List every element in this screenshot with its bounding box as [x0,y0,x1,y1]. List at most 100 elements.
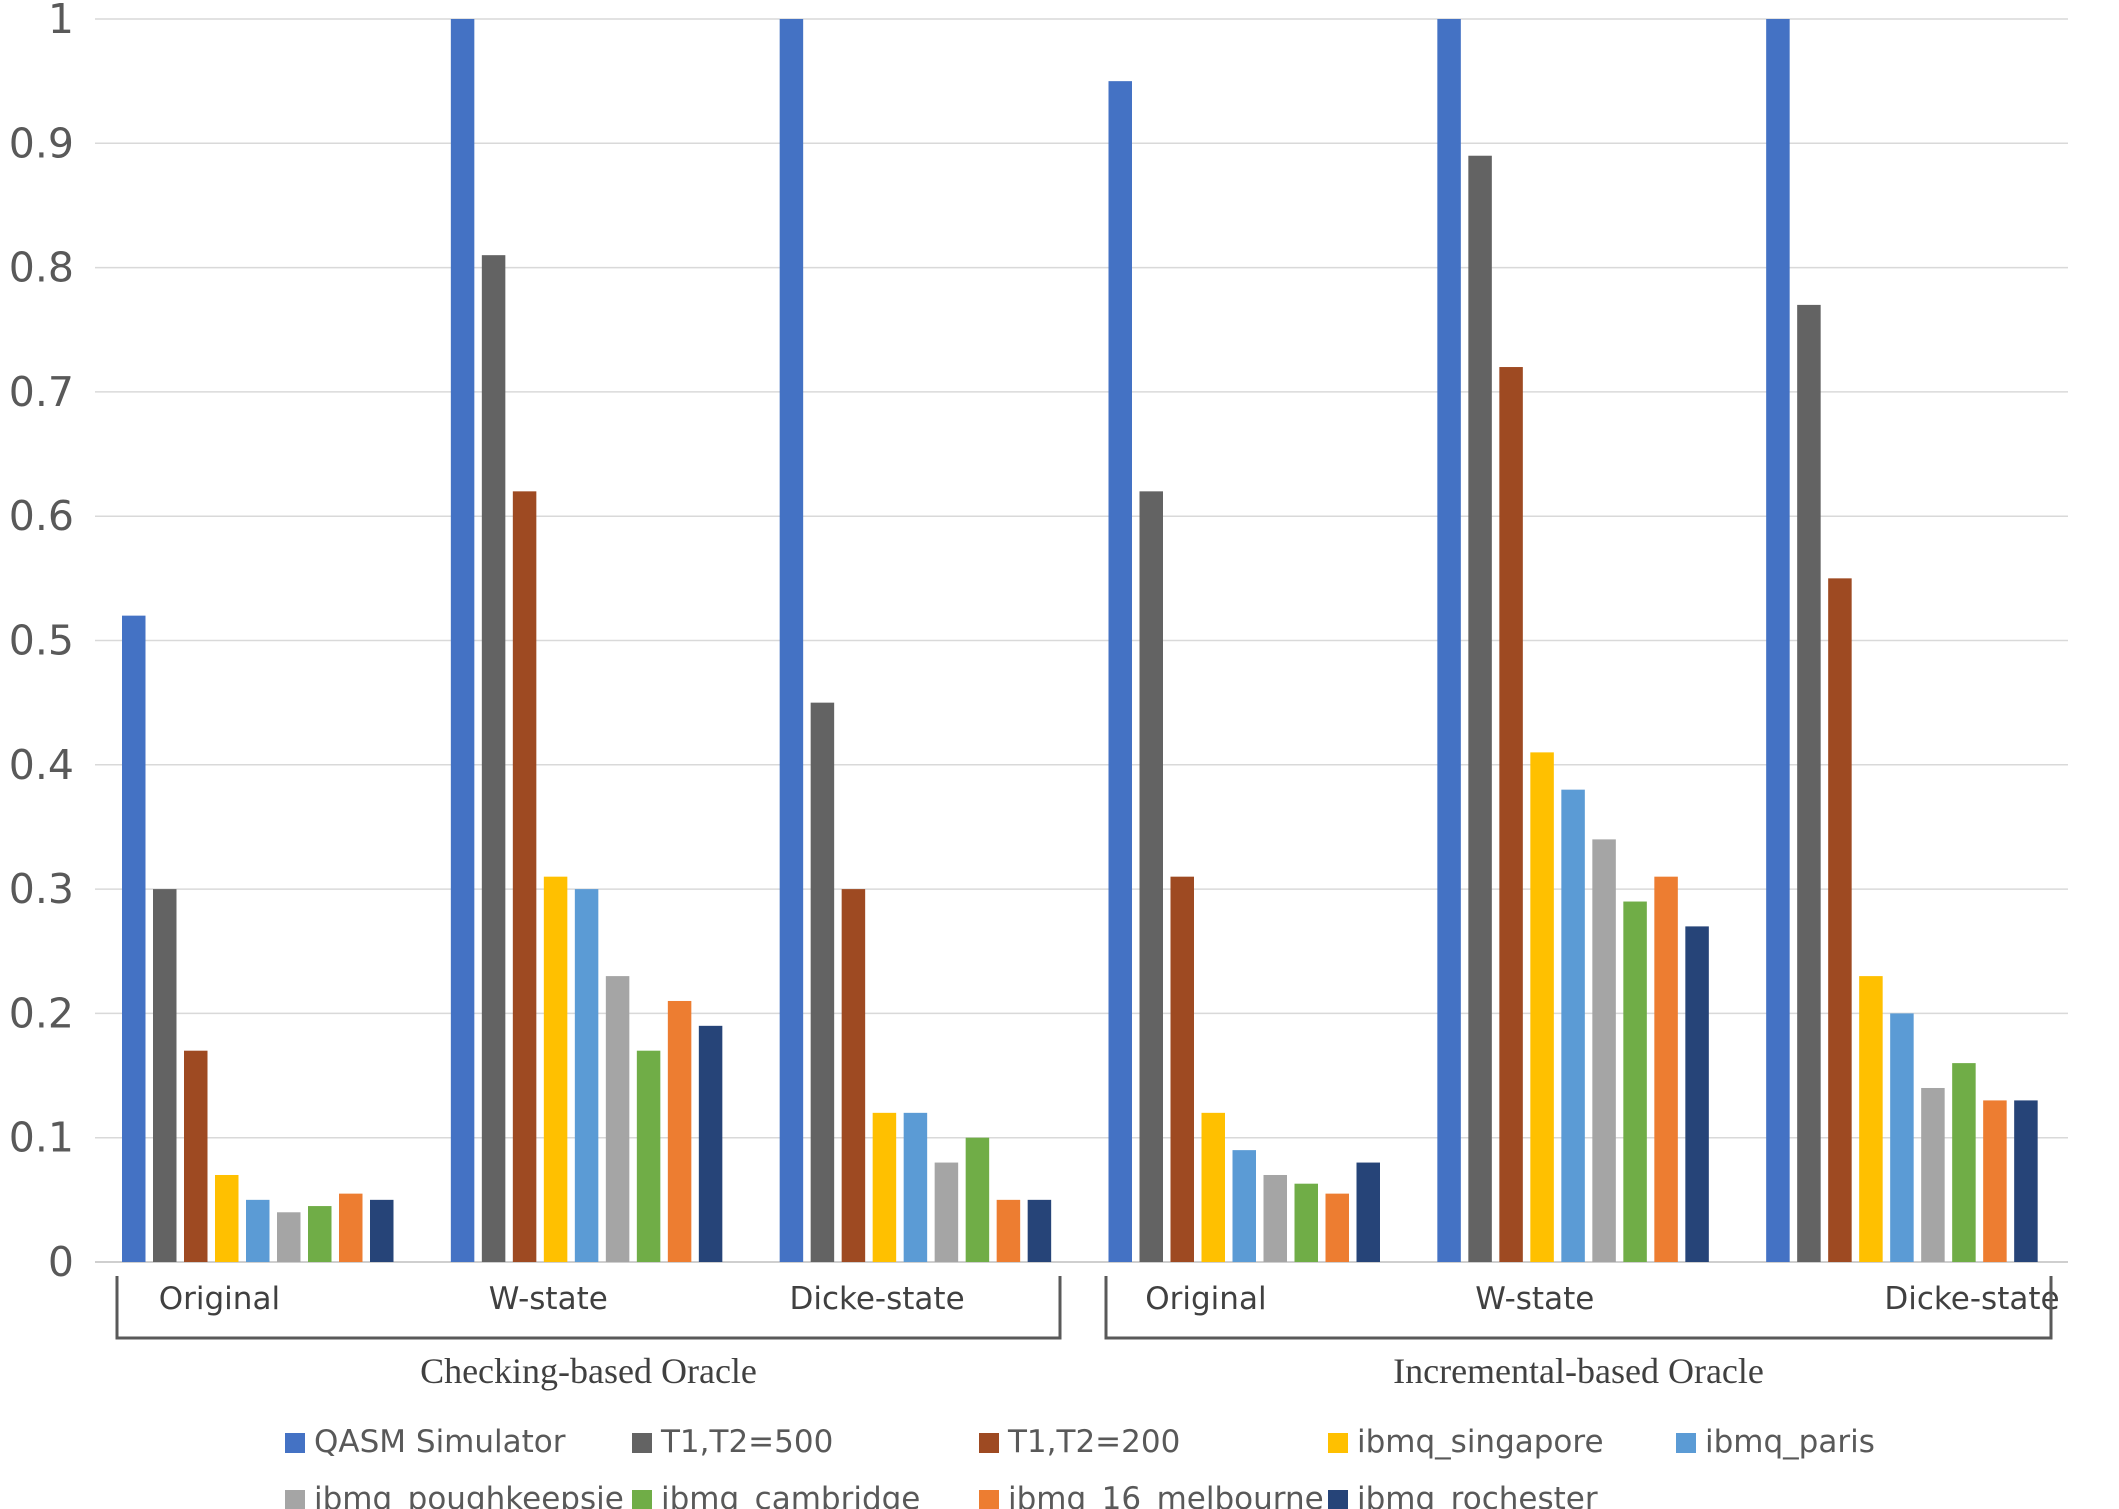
group-bracket [115,1276,1062,1340]
group-label: Checking-based Oracle [420,1351,757,1391]
legend-swatch [632,1490,652,1509]
bar-ibmq-rochester [2014,1100,2038,1262]
legend-swatch [1328,1433,1348,1453]
bar-t1-t2-500 [1797,304,1821,1262]
y-tick-label: 0.7 [9,368,74,416]
bar-t1-t2-500 [1468,155,1492,1263]
y-axis: 0 0.1 0.2 0.3 0.4 0.5 0.6 0.7 0.8 0.9 1 [9,0,74,1286]
bar-ibmq-paris [903,1112,928,1262]
bar-t1-t2-200 [512,491,537,1263]
legend-swatch [979,1433,999,1453]
category-label: Dicke-state [789,1281,964,1317]
bar-t1-t2-500 [1139,491,1163,1263]
bar-ibmq-paris [574,889,599,1262]
category-label: Dicke-state [1884,1281,2059,1317]
group-label: Incremental-based Oracle [1393,1351,1764,1391]
bar-qasm-simulator [1108,81,1132,1262]
group-bracket [1104,1276,2053,1340]
bar-t1-t2-500 [481,255,506,1263]
y-tick-label: 0.4 [9,741,74,789]
bar-ibmq-cambridge [965,1137,990,1262]
bar-ibmq-16-melbourne [1325,1193,1349,1262]
legend-label: ibmq_paris [1705,1424,1875,1460]
bar-t1-t2-200 [1828,578,1852,1262]
bar-qasm-simulator [122,615,146,1262]
legend-label: ibmq_singapore [1357,1424,1604,1460]
bar-t1-t2-200 [1499,367,1523,1262]
legend-label: T1,T2=500 [660,1424,833,1460]
bar-ibmq-paris [1890,1013,1914,1262]
bar-ibmq-paris [1561,789,1585,1262]
legend-swatch [1676,1433,1696,1453]
legend-swatch [632,1433,652,1453]
bar-ibmq-poughkeepsie [605,976,630,1262]
legend-swatch [285,1433,305,1453]
legend-swatch [979,1490,999,1509]
y-tick-label: 0 [48,1238,74,1286]
bar-ibmq-cambridge [636,1050,661,1262]
legend-swatch [285,1490,305,1509]
legend-label: ibmq_16_melbourne [1008,1481,1324,1509]
bars [122,19,2038,1263]
legend-swatch [1328,1490,1348,1509]
bar-ibmq-16-melbourne [1654,876,1678,1262]
bar-ibmq-16-melbourne [1983,1100,2007,1262]
bar-ibmq-poughkeepsie [1592,839,1616,1262]
y-tick-label: 1 [48,0,74,43]
bar-qasm-simulator [779,19,804,1262]
category-label: Original [1145,1281,1266,1317]
legend-label: T1,T2=200 [1007,1424,1180,1460]
bar-ibmq-16-melbourne [996,1199,1021,1262]
bar-t1-t2-200 [841,889,866,1262]
y-tick-label: 0.3 [9,865,74,913]
bar-t1-t2-500 [153,889,177,1262]
legend: QASM Simulator T1,T2=500 T1,T2=200 ibmq_sin… [285,1424,1875,1509]
group-brackets: Checking-based Oracle Incremental-based O… [115,1276,2053,1391]
category-labels: Original W-state Dicke-state Original W-stat… [159,1281,2060,1317]
y-tick-label: 0.9 [9,119,74,167]
category-label: W-state [1475,1281,1594,1317]
y-tick-label: 0.5 [9,617,74,665]
gridlines [95,18,2068,1263]
legend-label: QASM Simulator [314,1424,566,1460]
bar-ibmq-rochester [1685,926,1709,1262]
bar-ibmq-cambridge [308,1206,332,1262]
bar-ibmq-poughkeepsie [277,1212,301,1262]
bar-qasm-simulator [1766,19,1790,1262]
bar-ibmq-singapore [1859,976,1883,1262]
y-tick-label: 0.6 [9,492,74,540]
bar-ibmq-rochester [1356,1162,1380,1262]
bar-ibmq-singapore [1530,752,1554,1262]
bar-ibmq-cambridge [1294,1183,1318,1262]
bar-t1-t2-500 [810,702,835,1262]
bar-ibmq-singapore [1201,1112,1225,1262]
category-label: W-state [489,1281,608,1317]
y-tick-label: 0.1 [9,1114,74,1162]
bar-ibmq-singapore [215,1174,239,1262]
bar-t1-t2-200 [184,1050,208,1262]
bar-qasm-simulator [450,19,475,1262]
bar-ibmq-poughkeepsie [934,1162,959,1262]
y-tick-label: 0.2 [9,989,74,1037]
bar-ibmq-singapore [543,876,568,1262]
bar-ibmq-cambridge [1952,1063,1976,1262]
bar-ibmq-poughkeepsie [1263,1174,1287,1262]
category-label: Original [159,1281,280,1317]
bar-ibmq-16-melbourne [667,1000,692,1262]
bar-qasm-simulator [1437,19,1461,1262]
bar-t1-t2-200 [1170,876,1194,1262]
bar-ibmq-paris [1232,1150,1256,1262]
bar-ibmq-16-melbourne [339,1193,363,1262]
bar-ibmq-poughkeepsie [1921,1087,1945,1262]
bar-ibmq-rochester [1027,1199,1052,1262]
bar-ibmq-cambridge [1623,901,1647,1262]
legend-label: ibmq_cambridge [661,1481,920,1509]
bar-ibmq-rochester [698,1025,723,1262]
legend-label: ibmq_poughkeepsie [314,1481,624,1509]
legend-label: ibmq_rochester [1357,1481,1598,1509]
bar-ibmq-singapore [872,1112,897,1262]
y-tick-label: 0.8 [9,244,74,292]
bar-ibmq-rochester [370,1199,394,1262]
bar-ibmq-paris [246,1199,270,1262]
